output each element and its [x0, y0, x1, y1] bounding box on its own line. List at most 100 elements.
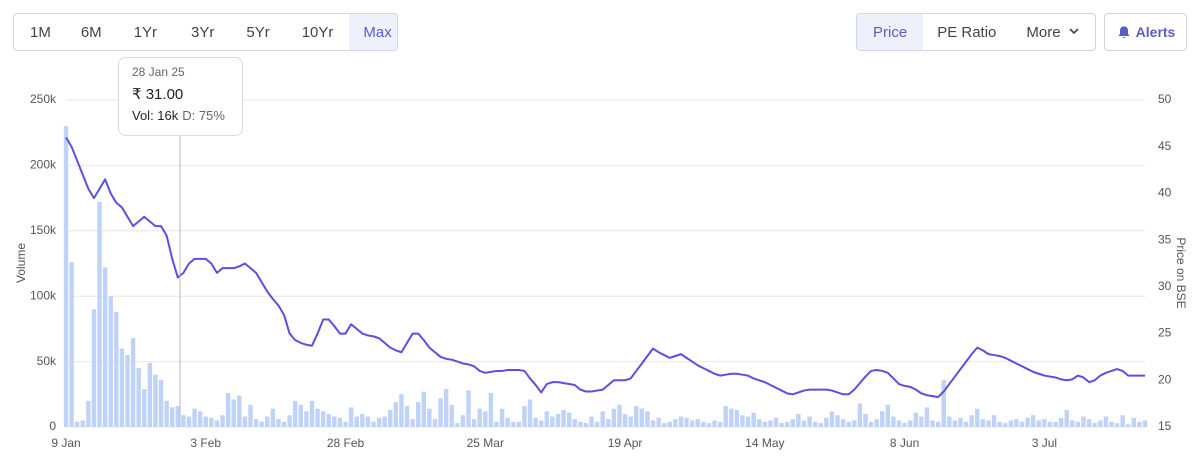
volume-bar — [1114, 423, 1120, 427]
volume-bar — [667, 421, 672, 427]
volume-bar — [220, 415, 225, 427]
x-tick-label: 19 Apr — [608, 436, 643, 450]
chevron-icon — [1069, 28, 1079, 35]
volume-bar — [907, 420, 913, 427]
volume-bar — [483, 411, 488, 427]
x-tick-label: 9 Jan — [51, 436, 80, 450]
volume-bar — [684, 417, 689, 427]
volume-bar — [438, 398, 443, 427]
volume-bar — [142, 389, 147, 427]
volume-bar — [1025, 417, 1030, 427]
y2-axis-title: Price on BSE — [1174, 237, 1188, 308]
volume-bar — [348, 407, 354, 427]
volume-bar — [734, 409, 740, 427]
x-tick-label: 3 Feb — [190, 436, 221, 450]
volume-bar — [298, 404, 304, 427]
volume-bar — [175, 406, 181, 427]
volume-bar — [114, 311, 119, 427]
volume-bar — [544, 411, 549, 427]
volume-bar — [460, 415, 466, 427]
volume-bar — [371, 421, 376, 427]
y-axis-title: Volume — [14, 243, 28, 283]
volume-bar — [505, 417, 510, 427]
y2-tick-label: 15 — [1158, 419, 1172, 433]
volume-bar — [432, 419, 438, 427]
volume-bar — [192, 408, 197, 427]
volume-bar — [242, 416, 248, 427]
range-button[interactable]: 1Yr — [133, 23, 158, 41]
volume-bar — [712, 420, 717, 427]
volume-bar — [265, 416, 270, 427]
view-selector: Price PE Ratio More — [856, 13, 1096, 51]
volume-bar — [975, 408, 980, 427]
volume-bar — [281, 421, 287, 427]
volume-bar — [572, 419, 577, 427]
volume-bar — [835, 415, 840, 427]
volume-bar — [1092, 423, 1097, 427]
more-button[interactable]: More — [1010, 14, 1086, 50]
volume-bar — [757, 419, 762, 427]
volume-bar — [136, 368, 141, 427]
x-tick-label: 3 Jul — [1032, 436, 1057, 450]
volume-bar — [583, 423, 589, 427]
view-button[interactable]: PE Ratio — [937, 23, 997, 41]
volume-bar — [248, 404, 253, 427]
volume-bar — [863, 413, 868, 427]
volume-bar — [773, 417, 779, 427]
volume-bar — [617, 404, 622, 427]
volume-bar — [1058, 417, 1064, 427]
range-button[interactable]: 3Yr — [191, 23, 215, 41]
volume-bar — [868, 421, 874, 427]
volume-bar — [125, 355, 130, 427]
volume-bar — [980, 419, 986, 427]
volume-bar — [511, 421, 516, 427]
volume-bar — [80, 420, 85, 427]
volume-bar — [393, 402, 399, 427]
range-button[interactable]: 1M — [30, 23, 51, 41]
volume-bar — [891, 416, 896, 427]
volume-bar — [360, 413, 365, 427]
volume-bar — [164, 400, 169, 427]
volume-bar — [404, 406, 410, 427]
y-tick-label: 0 — [49, 419, 56, 433]
price-line — [65, 136, 1145, 399]
volume-bar — [382, 416, 387, 427]
volume-bar — [97, 202, 102, 427]
volume-bar — [158, 379, 164, 427]
volume-bar — [86, 400, 91, 427]
view-button[interactable]: Price — [857, 14, 924, 50]
x-tick-label: 25 Mar — [467, 436, 504, 450]
volume-bar — [762, 421, 768, 427]
volume-bar — [488, 392, 494, 427]
volume-bar — [991, 415, 997, 427]
volume-bar — [796, 413, 801, 427]
tooltip-price: ₹ 31.00 — [132, 86, 183, 103]
volume-bar — [550, 416, 555, 427]
volume-bar — [197, 411, 203, 427]
volume-bar — [880, 411, 885, 427]
volume-bar — [326, 413, 331, 427]
y2-tick-label: 45 — [1158, 139, 1172, 153]
volume-bar — [941, 379, 946, 427]
volume-bar — [427, 408, 432, 427]
alerts-button[interactable]: Alerts — [1104, 13, 1187, 51]
y2-tick-label: 40 — [1158, 186, 1172, 200]
range-button[interactable]: 5Yr — [246, 23, 270, 41]
tooltip-details: Vol: 16k D: 75% — [132, 108, 225, 123]
volume-bar — [885, 404, 891, 427]
volume-bar — [388, 409, 393, 427]
volume-bar — [935, 421, 941, 427]
volume-bar — [1030, 415, 1036, 427]
volume-bar — [1036, 420, 1041, 427]
volume-bar — [309, 400, 315, 427]
volume-bar — [566, 412, 572, 427]
volume-bar — [337, 417, 343, 427]
range-button[interactable]: 6M — [80, 23, 102, 41]
range-button[interactable]: 10Yr — [301, 23, 334, 41]
volume-bar — [259, 421, 264, 427]
volume-bar — [740, 415, 745, 427]
range-button[interactable]: Max — [349, 14, 397, 50]
tooltip-volume: Vol: 16k — [132, 108, 179, 123]
volume-bar — [466, 390, 471, 427]
volume-bar — [186, 416, 192, 427]
